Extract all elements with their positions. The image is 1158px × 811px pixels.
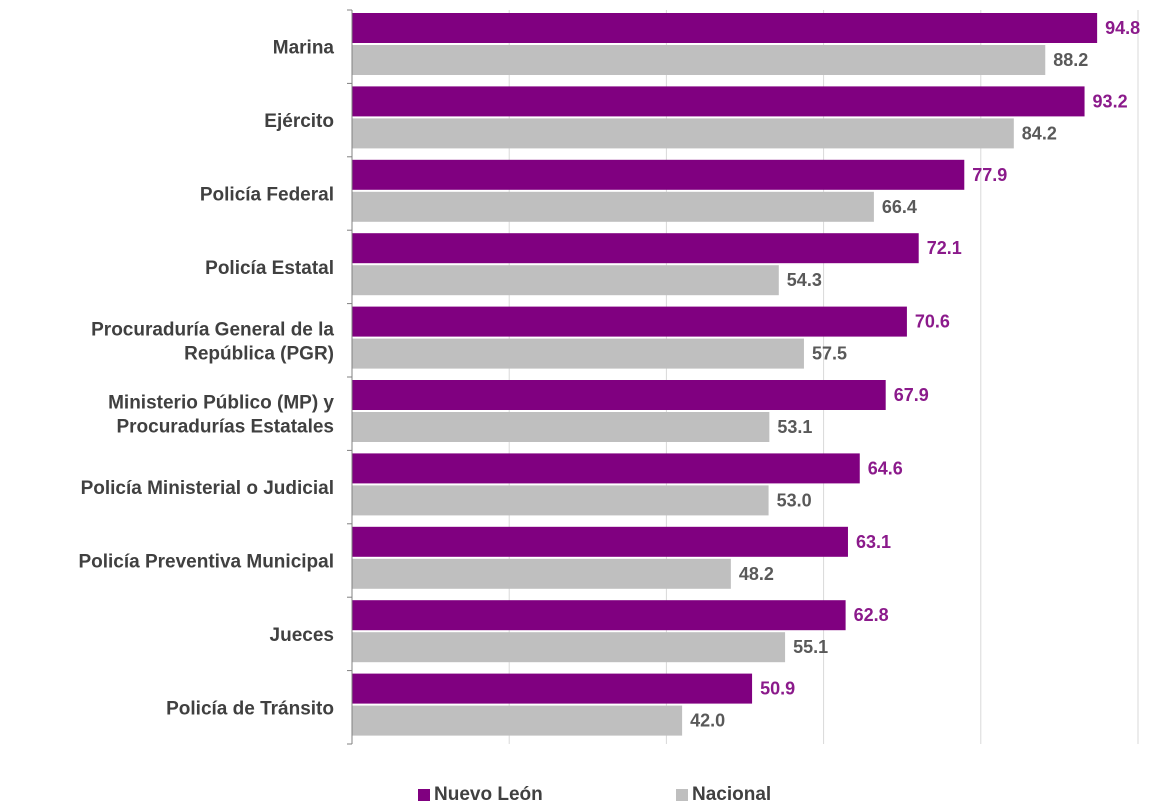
category-label: Jueces [270,625,334,646]
data-label: 77.9 [972,165,1007,185]
category-label: Policía Federal [200,185,334,206]
data-label: 53.1 [777,417,812,437]
data-label: 57.5 [812,344,847,364]
bar-nuevo-leon [352,306,907,337]
data-label: 54.3 [787,270,822,290]
bar-nacional [352,191,874,222]
category-label: Ministerio Público (MP) y Procuradurías E… [108,393,334,438]
data-label: 48.2 [739,564,774,584]
category-label: Policía Ministerial o Judicial [81,478,334,499]
bar-nacional [352,705,683,736]
data-label: 88.2 [1053,50,1088,70]
data-label: 94.8 [1105,18,1140,38]
category-label: Ejército [264,111,334,132]
data-label: 70.6 [915,312,950,332]
data-label: 42.0 [690,711,725,731]
data-label: 64.6 [868,458,903,478]
legend-item-nuevo-leon: Nuevo León [418,784,543,806]
bar-nacional [352,118,1014,149]
data-label: 84.2 [1022,123,1057,143]
bar-nacional [352,338,804,369]
legend-item-nacional: Nacional [676,784,771,806]
bar-nacional [352,412,770,442]
bar-nacional [352,265,779,296]
data-label: 53.0 [777,490,812,510]
legend-swatch-nacional [676,789,688,801]
data-label: 67.9 [894,385,929,405]
category-label: Policía Estatal [205,258,334,279]
bar-nuevo-leon [352,233,919,264]
data-label: 93.2 [1093,91,1128,111]
category-label: Policía Preventiva Municipal [78,552,334,573]
bar-nacional [352,485,769,516]
legend-label-nacional: Nacional [692,784,772,805]
bar-nuevo-leon [352,13,1098,43]
bar-nacional [352,45,1046,75]
bar-nuevo-leon [352,159,965,190]
legend: Nuevo León Nacional [0,784,1158,808]
bar-nuevo-leon [352,526,848,557]
data-label: 50.9 [760,679,795,699]
legend-swatch-nuevo-leon [418,789,430,801]
category-label: Policía de Tránsito [166,698,334,719]
bar-nuevo-leon [352,453,860,484]
data-label: 55.1 [793,637,828,657]
bar-nacional [352,632,786,663]
data-label: 72.1 [927,238,962,258]
data-label: 63.1 [856,532,891,552]
bar-nacional [352,558,731,589]
data-label: 66.4 [882,197,917,217]
bar-nuevo-leon [352,600,846,631]
bar-chart: 94.8 88.2 93.2 84.2 77.9 66.4 72.1 54.3 70.6 57.5… [78,9,1140,745]
bar-nuevo-leon [352,86,1085,117]
data-label: 62.8 [854,605,889,625]
legend-label-nuevo-leon: Nuevo León [434,784,543,805]
category-label: Marina [273,38,335,59]
category-label: Procuraduría General de la República (PGR… [91,319,334,364]
bar-nuevo-leon [352,380,886,410]
bar-nuevo-leon [352,673,753,704]
